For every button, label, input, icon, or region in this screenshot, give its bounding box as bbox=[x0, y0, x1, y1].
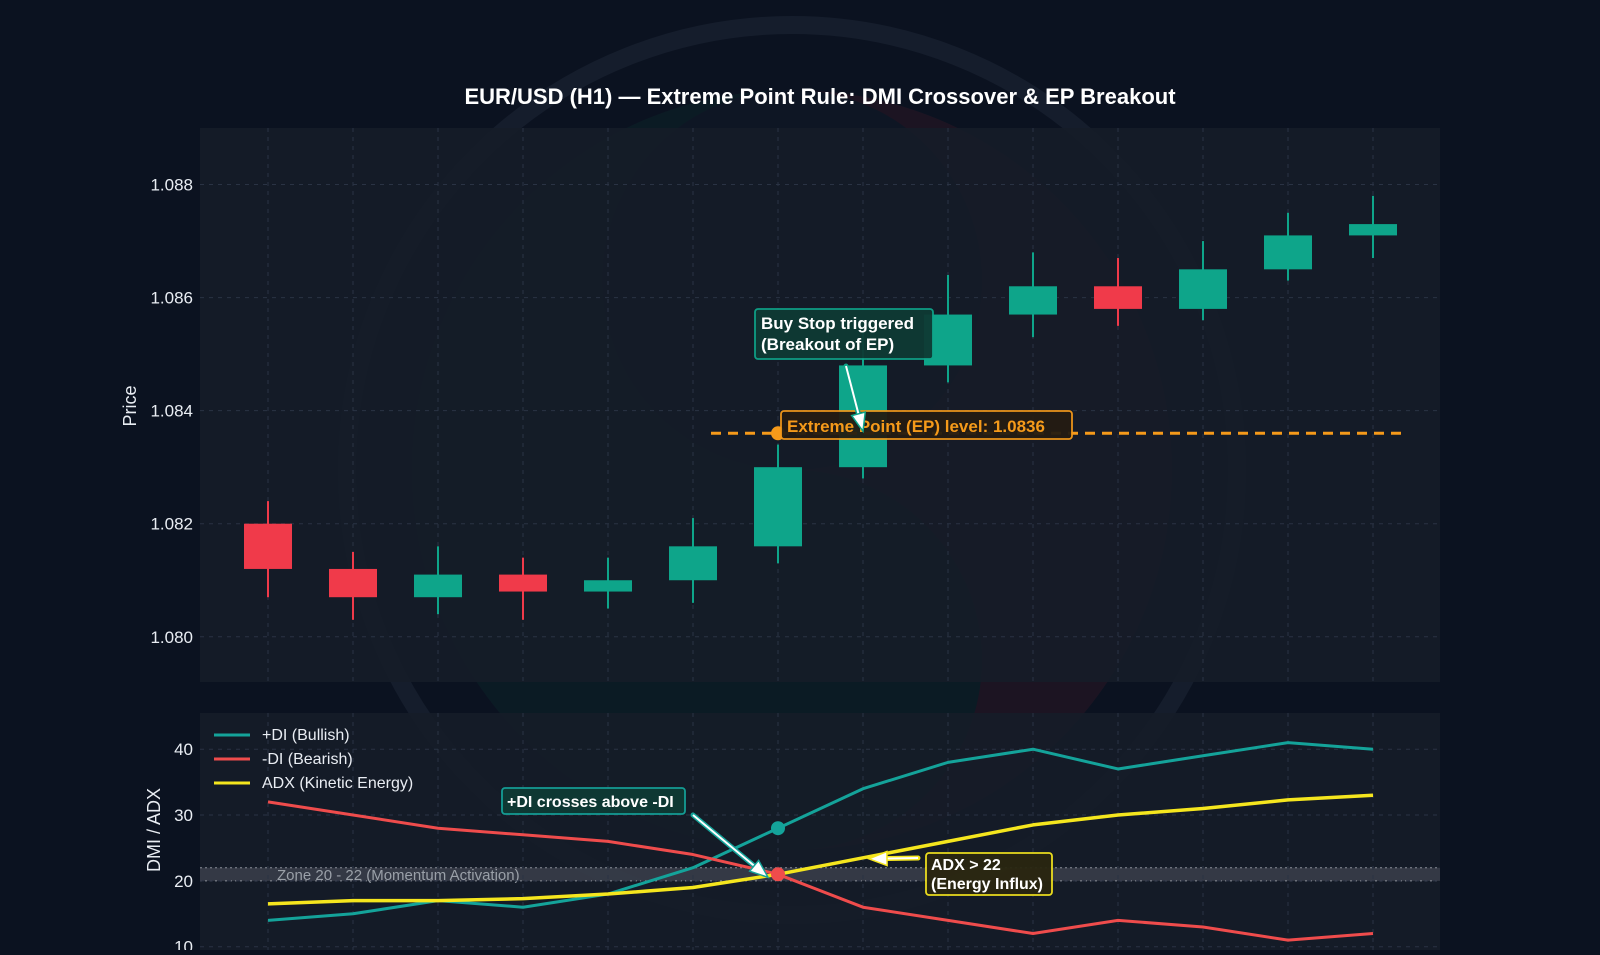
candle-body bbox=[1009, 286, 1057, 315]
crossover-arrow-shaft-core bbox=[692, 814, 755, 867]
candle-body bbox=[1094, 286, 1142, 309]
candle bbox=[584, 557, 632, 609]
adx-label: ADX > 22 (Energy Influx) bbox=[931, 857, 1043, 893]
candle-body bbox=[584, 580, 632, 592]
adx-arrow-head bbox=[866, 850, 888, 867]
price-tick-label: 1.080 bbox=[150, 628, 193, 647]
legend-item: +DI (Bullish) bbox=[214, 727, 350, 744]
crossover-label: +DI crosses above -DI bbox=[507, 794, 674, 811]
legend-item: ADX (Kinetic Energy) bbox=[214, 775, 413, 792]
candle-body bbox=[414, 574, 462, 598]
indicator-y-ticks: 10 20 30 40 bbox=[174, 740, 193, 955]
buy-stop-arrow-shaft-core bbox=[845, 365, 860, 415]
legend-label: ADX (Kinetic Energy) bbox=[262, 775, 413, 792]
candle bbox=[1264, 212, 1312, 281]
legend-label: +DI (Bullish) bbox=[262, 727, 350, 744]
candle bbox=[754, 444, 802, 564]
ep-layer: Extreme Point (EP) level: 1.0836 Buy Stop… bbox=[711, 308, 1402, 441]
candle bbox=[669, 518, 717, 603]
indicator-annotations: +DI crosses above -DI ADX > 22 (Energy Inf… bbox=[501, 787, 1053, 896]
candle bbox=[329, 551, 377, 620]
candle bbox=[499, 557, 547, 620]
candle-body bbox=[754, 467, 802, 547]
candle bbox=[1094, 258, 1142, 326]
candle-body bbox=[1264, 235, 1312, 270]
buy-stop-arrow-head bbox=[850, 411, 867, 434]
crossover-arrow-head bbox=[748, 859, 770, 879]
candle-body bbox=[1179, 269, 1227, 309]
price-tick-label: 1.086 bbox=[150, 289, 193, 308]
buy-stop-label-box bbox=[754, 308, 934, 360]
indicator-tick-label: 40 bbox=[174, 740, 193, 759]
candle bbox=[414, 546, 462, 615]
crossover-point-marker bbox=[771, 867, 785, 882]
candle-body bbox=[329, 568, 377, 598]
chart-title: EUR/USD (H1) — Extreme Point Rule: DMI C… bbox=[464, 84, 1176, 109]
indicator-y-axis-label: DMI / ADX bbox=[144, 788, 164, 872]
price-tick-label: 1.088 bbox=[150, 176, 193, 195]
price-tick-label: 1.082 bbox=[150, 515, 193, 534]
candle bbox=[1349, 195, 1397, 259]
candle-body bbox=[499, 574, 547, 592]
price-tick-label: 1.084 bbox=[150, 402, 193, 421]
candle-body bbox=[244, 523, 292, 569]
minus-di-line bbox=[267, 800, 1374, 942]
adx-arrow-shaft-core bbox=[886, 857, 919, 860]
indicator-lines bbox=[267, 741, 1374, 942]
buy-stop-arrow bbox=[843, 363, 867, 434]
legend-item: -DI (Bearish) bbox=[214, 751, 353, 768]
adx-line bbox=[267, 793, 1374, 906]
ep-label: Extreme Point (EP) level: 1.0836 bbox=[787, 417, 1045, 436]
candle-body bbox=[1349, 224, 1397, 236]
adx-arrow bbox=[866, 850, 921, 867]
indicator-legend: +DI (Bullish) -DI (Bearish) ADX (Kinetic E… bbox=[214, 727, 413, 792]
momentum-zone-band bbox=[200, 867, 1440, 881]
adx-label-box bbox=[925, 852, 1053, 896]
indicator-grid bbox=[200, 713, 1440, 950]
indicator-tick-label: 30 bbox=[174, 806, 193, 825]
price-y-ticks: 1.080 1.082 1.084 1.086 1.088 bbox=[150, 176, 193, 647]
indicator-tick-label: 10 bbox=[174, 938, 193, 950]
candle bbox=[244, 501, 292, 598]
candle bbox=[1179, 241, 1227, 321]
plus-di-point-marker bbox=[771, 821, 785, 836]
candle-body bbox=[669, 546, 717, 581]
crossover-label-box bbox=[501, 787, 686, 815]
price-y-axis-label: Price bbox=[120, 385, 140, 426]
indicator-tick-label: 20 bbox=[174, 872, 193, 891]
momentum-zone-label: Zone 20 - 22 (Momentum Activation) bbox=[277, 867, 520, 884]
price-panel bbox=[200, 128, 1440, 682]
crossover-arrow bbox=[690, 812, 770, 879]
legend-label: -DI (Bearish) bbox=[262, 751, 353, 768]
buy-stop-label: Buy Stop triggered (Breakout of EP) bbox=[761, 314, 914, 354]
candle bbox=[1009, 252, 1057, 338]
